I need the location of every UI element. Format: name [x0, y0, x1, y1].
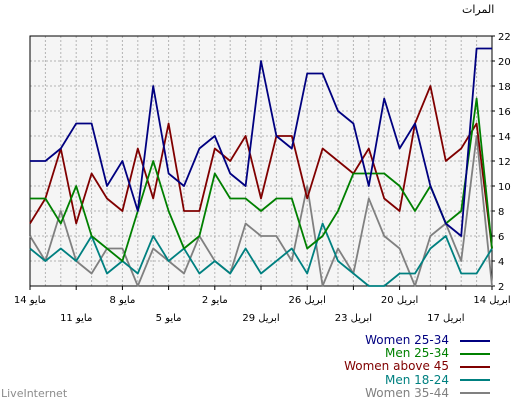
x-tick-label: 17 ابريل — [427, 313, 464, 324]
y-tick-label: 10 — [498, 182, 511, 193]
x-tick-label: 20 ابريل — [381, 295, 418, 306]
legend-label: Women 25-34 — [365, 333, 449, 347]
legend-label: Men 25-34 — [384, 346, 449, 361]
legend-swatch — [460, 339, 490, 342]
legend-swatch — [460, 352, 490, 355]
legend-swatch — [460, 392, 490, 395]
x-tick-label: 14 مايو — [14, 295, 46, 306]
y-tick-label: 14 — [498, 132, 511, 143]
y-tick-label: 2 — [498, 282, 504, 293]
legend-label: Women above 45 — [344, 359, 449, 374]
x-tick-label: 11 مايو — [60, 313, 92, 324]
x-tick-label: 2 مايو — [202, 295, 228, 306]
tick-labels: 2 4 6 8 10 12 14 16 18 20 22 14 مايو 11 مايو 8 مايو 5 … — [14, 32, 511, 324]
legend-item: Women 25-34 — [344, 333, 490, 347]
legend-swatch — [460, 379, 490, 382]
x-tick-label: 23 ابريل — [335, 313, 372, 324]
y-tick-label: 18 — [498, 82, 511, 93]
y-tick-label: 6 — [498, 232, 504, 243]
legend-label: Men 18-24 — [384, 372, 449, 387]
legend-item: Men 25-34 — [344, 347, 490, 360]
x-tick-label: 5 مايو — [156, 313, 182, 324]
series — [29, 47, 493, 287]
x-tick-label: 29 ابريل — [242, 313, 279, 324]
series-line-men-25-34 — [30, 97, 493, 262]
y-tick-label: 4 — [498, 257, 504, 268]
legend-item: Women 35-44 — [344, 385, 490, 400]
y-tick-label: 16 — [498, 107, 511, 118]
legend: Women 25-34 Men 25-34 Women above 45 Men 18… — [344, 333, 490, 400]
legend-swatch — [460, 366, 490, 368]
legend-item: Men 18-24 — [344, 372, 490, 387]
legend-label: Women 35-44 — [365, 385, 449, 400]
x-tick-label: 14 ابريل — [473, 295, 510, 306]
y-tick-label: 20 — [498, 57, 511, 68]
y-axis-label: المرات — [462, 3, 495, 16]
y-tick-label: 22 — [498, 32, 511, 43]
brand-label: LiveInternet — [1, 387, 68, 400]
legend-item: Women above 45 — [344, 360, 490, 373]
series-line-men-18-24 — [29, 222, 493, 287]
series-line-women-25-34 — [30, 47, 492, 237]
y-tick-label: 8 — [498, 207, 504, 218]
x-tick-label: 8 مايو — [109, 295, 135, 306]
x-tick-label: 26 ابريل — [289, 295, 326, 306]
y-tick-label: 12 — [498, 157, 511, 168]
